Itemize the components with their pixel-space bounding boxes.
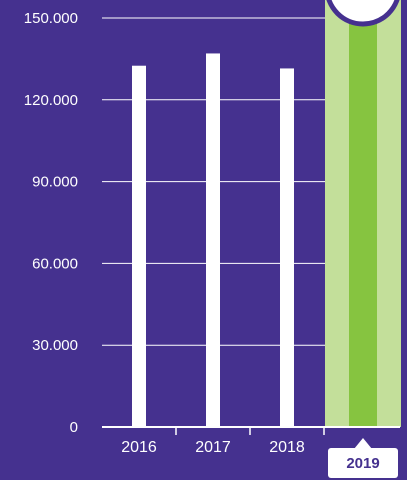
highlight-layer <box>325 0 401 427</box>
y-tick-label-1: 30.000 <box>32 337 78 354</box>
x-tick-label-2016: 2016 <box>121 439 157 456</box>
bars-layer <box>132 53 294 428</box>
y-tick-label-2: 60.000 <box>32 255 78 272</box>
bar-2018 <box>280 68 294 428</box>
x-tick-label-2017: 2017 <box>195 439 231 456</box>
highlight-badge <box>328 448 398 478</box>
y-tick-label-4: 120.000 <box>24 92 78 109</box>
highlight-badge-label: 2019 <box>346 455 379 472</box>
badge-pointer <box>354 438 372 449</box>
y-tick-label-0: 0 <box>70 419 78 436</box>
axis-layer <box>102 426 400 435</box>
highlight-bar <box>349 0 377 427</box>
bar-2016 <box>132 65 146 427</box>
labels-layer: 0 30.000 60.000 90.000 120.000 150.000 2016 201… <box>24 10 305 456</box>
top-highlight-marker <box>326 0 400 27</box>
x-tick-label-2018: 2018 <box>269 439 305 456</box>
y-tick-label-3: 90.000 <box>32 174 78 191</box>
badge-layer: 2019 <box>326 0 400 478</box>
y-tick-label-5: 150.000 <box>24 10 78 27</box>
bar-2017 <box>206 53 220 428</box>
